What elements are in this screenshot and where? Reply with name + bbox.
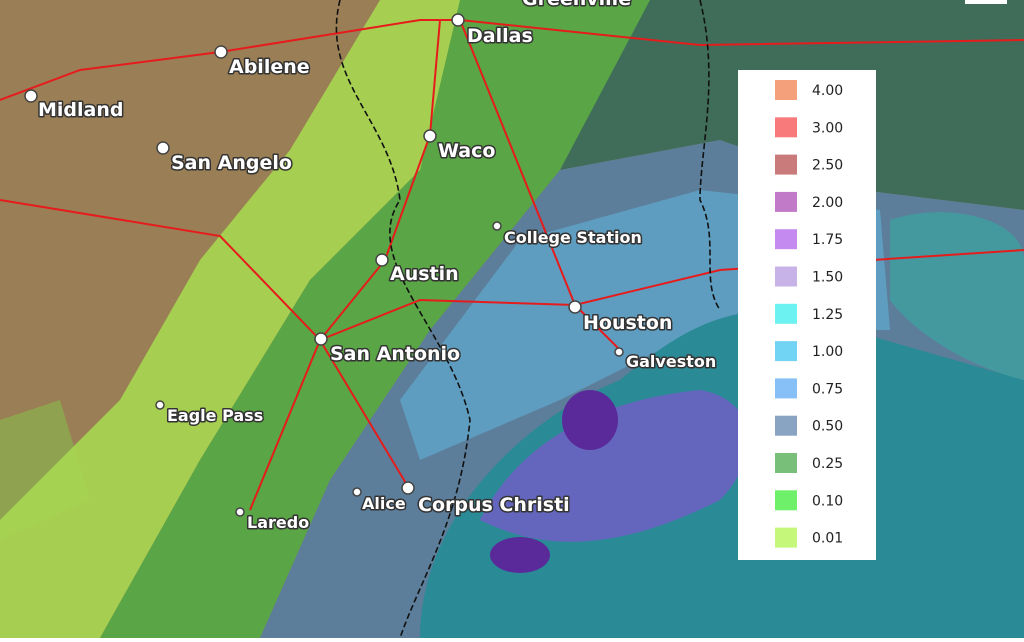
rain-area — [490, 537, 550, 573]
legend-swatch — [775, 80, 797, 100]
city-labels: Greenville Dallas Abilene Midland San Angelo… — [24, 0, 718, 534]
city-dot — [24, 89, 38, 103]
rain-area — [480, 390, 748, 542]
city-dot — [235, 507, 245, 517]
legend-box — [738, 70, 876, 560]
legend-swatch — [775, 303, 797, 324]
city-dot — [375, 253, 389, 267]
legend-swatch — [775, 490, 797, 511]
state-line — [699, 0, 721, 311]
city-dot — [156, 141, 170, 155]
county-line — [335, 0, 471, 639]
rain-area — [890, 212, 1024, 380]
legend-label: 0.01 — [812, 531, 843, 547]
city-label: San Antonio — [330, 343, 460, 365]
legend-label: 1.25 — [812, 307, 843, 323]
legend-label: 3.00 — [812, 120, 843, 136]
legend-swatch — [775, 453, 797, 473]
legend-swatch — [775, 527, 797, 548]
legend-swatch — [775, 341, 797, 362]
legend-label: 2.00 — [812, 195, 843, 211]
city-label: Laredo — [247, 513, 309, 532]
legend-label: 1.00 — [812, 344, 843, 360]
city-dot — [314, 332, 328, 346]
city-label: Waco — [438, 140, 495, 162]
rain-area — [100, 0, 720, 638]
legend-swatch — [775, 154, 797, 175]
city-dot — [214, 45, 228, 59]
rain-area — [562, 390, 618, 450]
road — [0, 199, 1024, 342]
legend-label: 1.75 — [812, 232, 843, 248]
city-label: Galveston — [626, 352, 716, 371]
city-dot — [614, 347, 624, 357]
legend-label: 2.50 — [812, 158, 843, 174]
city-label: Abilene — [229, 56, 310, 78]
city-dot — [451, 13, 465, 27]
city-label: Midland — [38, 99, 123, 121]
legend-label: 0.50 — [812, 419, 843, 435]
legend-label: 1.50 — [812, 270, 843, 286]
legend-label: 0.10 — [812, 493, 843, 509]
city-label: Dallas — [467, 25, 533, 47]
road — [0, 19, 1024, 101]
legend-swatch — [775, 117, 797, 138]
city-dot — [352, 487, 362, 497]
city-label: College Station — [504, 228, 642, 247]
city-dot — [155, 400, 165, 410]
rain-area — [0, 0, 560, 638]
legend-label: 0.75 — [812, 381, 843, 397]
legend-swatch — [775, 191, 797, 212]
legend-swatch — [775, 415, 797, 436]
city-label: Corpus Christi — [418, 494, 570, 516]
city-label: Greenville — [522, 0, 631, 10]
map-control[interactable] — [965, 0, 1007, 4]
road — [319, 339, 411, 491]
legend-label: 0.25 — [812, 456, 843, 472]
city-dot — [492, 221, 502, 231]
city-dot — [423, 129, 437, 143]
legend: 4.00 3.00 2.50 2.00 1.75 1.50 1.25 1.00 0.75 0.50… — [738, 70, 876, 560]
legend-swatch — [775, 378, 797, 399]
legend-swatch — [775, 229, 797, 250]
legend-swatch — [775, 266, 797, 287]
city-label: Austin — [390, 263, 459, 285]
city-label: Eagle Pass — [167, 406, 263, 425]
city-label: San Angelo — [171, 152, 292, 174]
legend-label: 4.00 — [812, 83, 843, 99]
city-label: Houston — [583, 312, 672, 334]
city-dot — [568, 300, 582, 314]
city-label: Alice — [362, 494, 406, 513]
city-dot — [401, 481, 415, 495]
